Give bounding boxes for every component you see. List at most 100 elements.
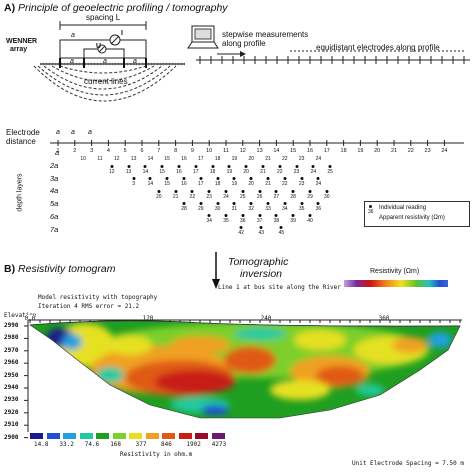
panel-a-title: Principle of geoelectric profiling / tom… [18, 2, 228, 14]
pseudosection-value: 16 [176, 169, 182, 175]
pseudosection-value: 24 [223, 194, 229, 200]
electrode-number: 22 [407, 148, 414, 154]
spacing-a-3: a [133, 58, 137, 65]
scale-value: 4273 [211, 441, 227, 448]
electrode-label-2: distance [6, 137, 36, 146]
pseudosection-value: 3 [132, 181, 135, 187]
pseudosection-value: 42 [238, 230, 244, 236]
elevation-tick-label: 2970 [4, 346, 19, 354]
pseudosection-point [207, 214, 211, 217]
pseudosection-value: 31 [231, 206, 238, 212]
pseudosection-value: 22 [282, 181, 288, 187]
top-axis-label: 0.0 [24, 315, 36, 322]
pseudosection-value: 18 [214, 181, 221, 187]
elevation-tick-label: 2940 [4, 384, 19, 391]
depth-level-label: 4a [50, 186, 59, 195]
pseudosection-value: 21 [260, 169, 266, 175]
pseudosection-point [232, 202, 236, 205]
pseudosection-point [216, 202, 220, 205]
elevation-tick-label: 2990 [4, 322, 19, 329]
pseudosection-value: 19 [231, 181, 238, 187]
electrode-number: 19 [357, 148, 364, 154]
pseudosection-value: 29 [307, 194, 313, 200]
electrode-spacing-note: Unit Electrode Spacing = 7.50 m [352, 460, 464, 467]
pseudosection-point [300, 202, 304, 205]
pseudosection-point [295, 165, 299, 168]
electrode-number: 15 [290, 148, 297, 154]
pseudosection-point [308, 214, 312, 217]
pseudosection-value: 45 [278, 230, 285, 236]
pseudosection-value: 19 [231, 156, 238, 162]
pseudosection-value: 20 [243, 169, 249, 175]
pseudosection-point [224, 190, 228, 193]
spacing-label: spacing L [86, 13, 121, 22]
pseudosection-value: 25 [327, 169, 333, 175]
panel-b-title: Resistivity tomogram [18, 263, 116, 275]
pseudosection-point [165, 177, 169, 180]
pseudosection-value: 22 [189, 194, 196, 200]
line-caption: Line 1 at bus site along the River [218, 284, 341, 291]
scale-value: 168 [110, 441, 122, 448]
pseudosection-value: 24 [315, 156, 322, 162]
pseudosection-point [174, 190, 178, 193]
resistivity-color-bar [344, 280, 448, 287]
pseudosection-point [279, 226, 283, 229]
pseudosection-point [241, 214, 245, 217]
pseudosection-value: 15 [164, 156, 170, 162]
pseudosection-point [194, 165, 198, 168]
electrode-number: 8 [174, 148, 178, 154]
pseudosection-value: 20 [248, 181, 254, 187]
electrode-distance-axis [50, 140, 464, 146]
pseudosection-point [278, 165, 282, 168]
top-axis-label: 360 [378, 315, 390, 322]
scale-swatch [162, 433, 175, 439]
tomographic-label: Tomographic [228, 256, 289, 268]
pseudosection-legend: 36 Individual reading Apparent resistivi… [364, 201, 470, 227]
electrode-a-3: a [88, 129, 92, 136]
pseudosection-value: 11 [97, 156, 103, 162]
electrode-number: 21 [390, 148, 398, 154]
pseudosection-point [182, 202, 186, 205]
pseudosection-point [249, 202, 253, 205]
pseudosection-point [291, 214, 295, 217]
electrode-number: 13 [256, 148, 263, 154]
scale-swatch [112, 433, 126, 439]
pseudosection-value: 38 [273, 218, 280, 224]
pseudosection-value: 28 [290, 194, 296, 200]
pseudosection-value: 22 [282, 156, 288, 162]
pseudosection-value: 12 [114, 156, 120, 162]
pseudosection-point [261, 165, 265, 168]
pseudosection-value: 33 [265, 206, 271, 212]
voltage-label: U [96, 43, 102, 50]
pseudosection-point [177, 165, 181, 168]
scale-value: 846 [161, 441, 172, 448]
scale-value: 33.2 [59, 441, 74, 448]
electrode-number: 4 [106, 148, 110, 154]
pseudosection-value: 30 [324, 194, 330, 200]
scale-value: 14.8 [34, 441, 49, 448]
pseudosection-point [241, 190, 245, 193]
pseudosection-point [157, 190, 161, 193]
pseudosection-value: 17 [198, 156, 204, 162]
electrode-number: 20 [374, 148, 381, 154]
scale-swatch [30, 433, 43, 439]
panel-a-letter: A) [4, 2, 16, 14]
pseudosection-value: 14 [142, 169, 149, 175]
electrode-label-1: Electrode [6, 128, 40, 137]
scale-swatch [96, 433, 109, 439]
pseudosection-point [190, 190, 194, 193]
electrode-number: 6 [140, 148, 144, 154]
pseudosection-point [232, 177, 236, 180]
pseudosection-value: 10 [80, 156, 86, 162]
electrode-number: 18 [340, 148, 347, 154]
panel-b-heading: B) Resistivity tomogram [4, 263, 115, 275]
pseudosection-value: 20 [248, 156, 254, 162]
resistivity-scale-label: Resistivity (Ωm) [370, 268, 420, 275]
pseudosection-point [199, 202, 203, 205]
current-lines-label: current lines [84, 77, 128, 86]
pseudosection-value: 18 [214, 156, 221, 162]
iteration-text: Iteration 4 RMS error = 21.2 [38, 303, 140, 310]
electrode-number: 9 [190, 148, 194, 154]
elevation-tick-label: 2900 [4, 433, 19, 441]
pseudosection-point [258, 214, 262, 217]
